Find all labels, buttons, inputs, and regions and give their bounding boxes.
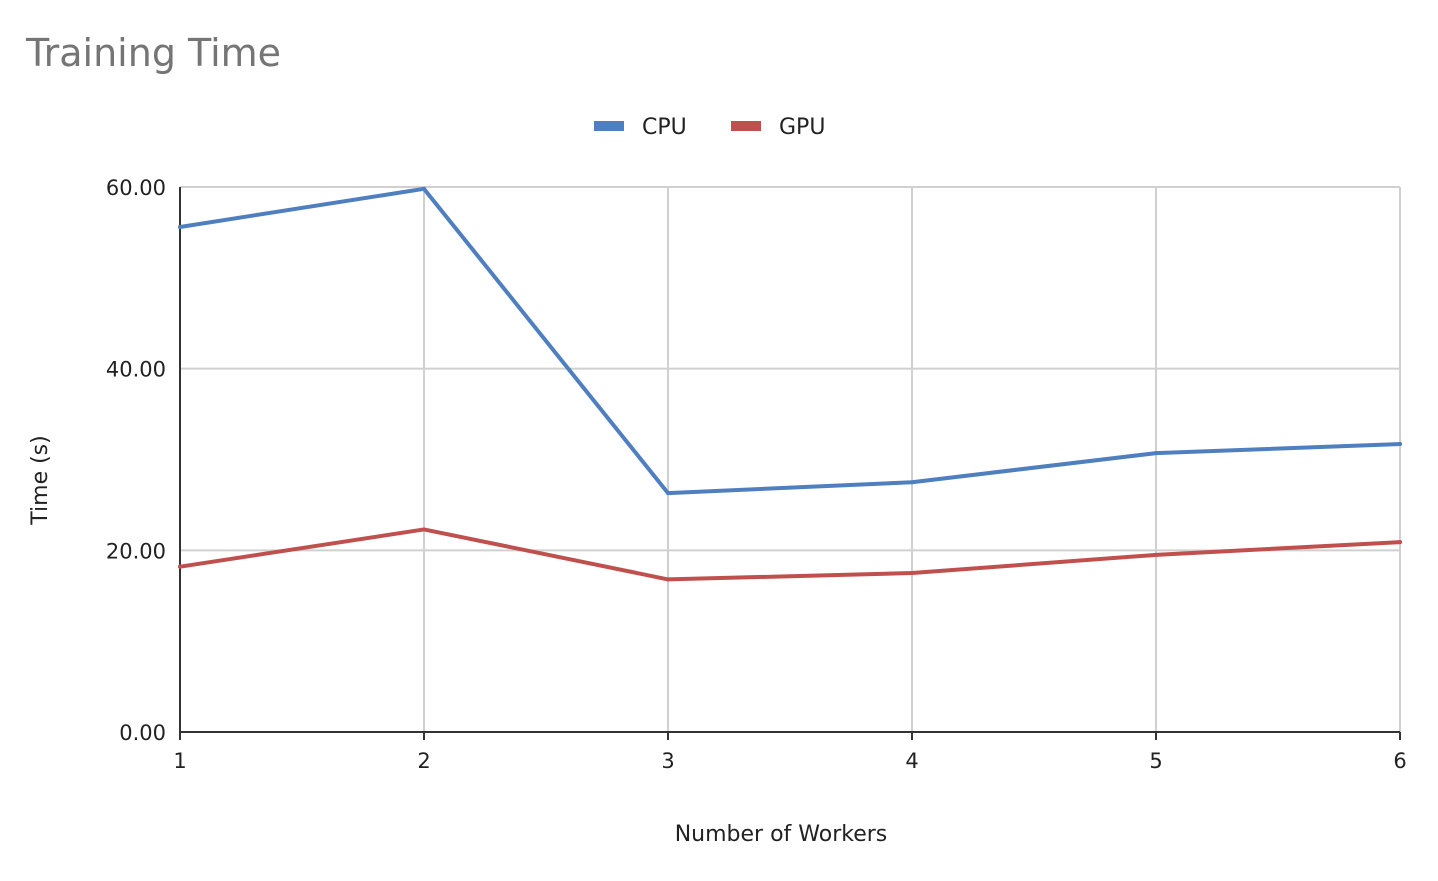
- x-tick-label: 2: [417, 749, 430, 773]
- legend-label: GPU: [779, 115, 825, 140]
- x-tick-label: 4: [905, 749, 918, 773]
- data-point-gpu: [1154, 552, 1158, 557]
- gridlines: [180, 186, 1401, 732]
- x-tick-labels: 1 2 3 4 5 6: [173, 749, 1406, 773]
- y-tick-labels: 0.00 20.00 40.00 60.00: [106, 176, 166, 745]
- y-tick-label: 60.00: [106, 176, 166, 200]
- data-point-gpu: [666, 577, 670, 582]
- y-axis-label: Time (s): [28, 435, 53, 525]
- data-point-cpu: [422, 186, 426, 191]
- legend-swatch: [731, 121, 761, 131]
- data-point-cpu: [910, 480, 914, 485]
- data-point-gpu: [910, 571, 914, 576]
- x-tick-label: 3: [661, 749, 674, 773]
- legend: CPU GPU: [594, 115, 825, 140]
- data-point-cpu: [1154, 451, 1158, 456]
- chart-title: Training Time: [25, 31, 281, 75]
- x-axis-label: Number of Workers: [675, 822, 888, 847]
- legend-item-cpu: CPU: [594, 115, 687, 140]
- x-tick-label: 5: [1149, 749, 1162, 773]
- data-point-gpu: [1398, 540, 1402, 545]
- data-point-cpu: [178, 224, 182, 229]
- data-point-cpu: [1398, 442, 1402, 447]
- y-tick-label: 20.00: [106, 539, 166, 563]
- axes: [179, 187, 1401, 740]
- series-group: [178, 186, 1402, 582]
- legend-swatch: [594, 121, 624, 131]
- series-line-cpu: [178, 186, 1402, 496]
- y-tick-label: 0.00: [119, 721, 166, 745]
- x-tick-label: 6: [1393, 749, 1406, 773]
- legend-item-gpu: GPU: [731, 115, 825, 140]
- data-point-gpu: [178, 564, 182, 569]
- data-point-gpu: [422, 527, 426, 532]
- legend-label: CPU: [642, 115, 687, 140]
- y-tick-label: 40.00: [106, 358, 166, 382]
- series-line-gpu: [178, 527, 1402, 582]
- data-point-cpu: [666, 491, 670, 496]
- x-tick-label: 1: [173, 749, 186, 773]
